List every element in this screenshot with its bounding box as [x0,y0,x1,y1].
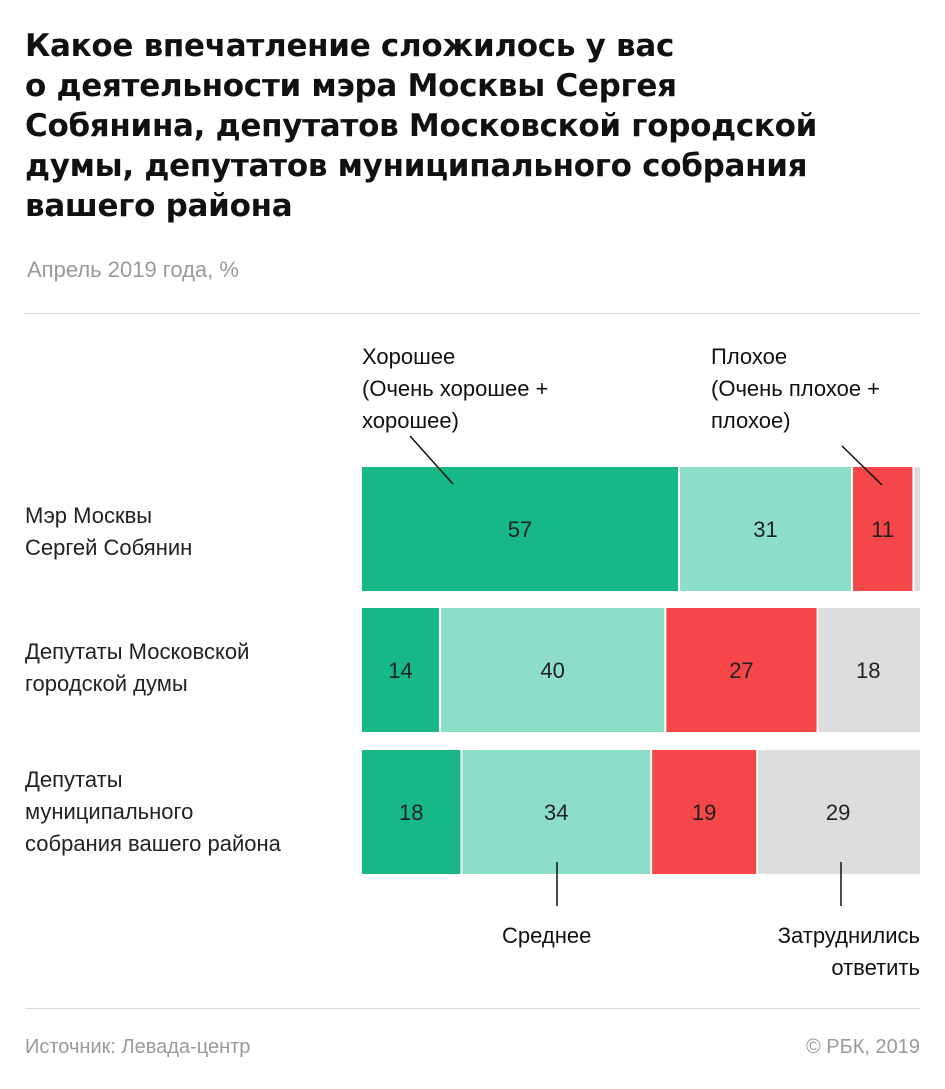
chart-subtitle: Апрель 2019 года, % [27,257,239,282]
data-label: 11 [871,517,894,542]
annotation-line: плохое) [711,408,791,433]
leader-lines [409,435,883,906]
row-label-line: собрания вашего района [25,831,281,856]
title-line: Какое впечатление сложилось у вас [25,28,675,64]
bar-segment [362,467,679,591]
data-label: 40 [540,658,564,683]
row-label-city-duma: Депутаты Московской городской думы [25,636,249,700]
row-label-mayor: Мэр Москвы Сергей Собянин [25,500,192,564]
row-label-line: Сергей Собянин [25,535,193,560]
top-divider [25,313,920,314]
data-label: 18 [399,800,423,825]
annotation-hard-to-answer: Затруднились ответить [778,920,920,984]
annotation-bad: Плохое (Очень плохое + плохое) [711,341,880,437]
data-label: 18 [856,658,880,683]
data-label: 34 [544,800,568,825]
bar-segment [666,608,817,732]
title-line: о деятельности мэра Москвы Сергея [25,68,677,104]
annotation-line: (Очень плохое + [711,376,881,401]
annotation-good: Хорошее (Очень хорошее + хорошее) [362,341,548,437]
bar-segment [462,750,651,874]
annotation-line: хорошее) [362,408,459,433]
annotation-line: Хорошее [362,344,456,369]
data-label: 27 [729,658,753,683]
title-line: думы, депутатов муниципального собрания [25,148,808,184]
annotation-line: (Очень хорошее + [362,376,549,401]
bar-segment [680,467,852,591]
data-label: 19 [692,800,716,825]
chart-title: Какое впечатление сложилось у вас о деят… [25,26,925,226]
bar-segment [362,750,461,874]
bar-segment [362,608,439,732]
bar-segment [818,608,920,732]
bar-segment [758,750,920,874]
title-line: Собянина, депутатов Московской городской [25,108,818,144]
row-label-line: городской думы [25,671,188,696]
annotation-line: Затруднились [777,923,920,948]
annotation-average: Среднее [502,923,592,948]
data-label: 57 [508,517,532,542]
bar-segment [652,750,757,874]
bar-segment [440,608,665,732]
data-label: 29 [826,800,850,825]
title-line: вашего района [25,188,293,224]
row-label-line: Депутаты [25,767,123,792]
bar-segment [914,467,920,591]
annotation-line: Плохое [711,344,788,369]
source-note: Источник: Левада-центр [25,1036,251,1058]
row-label-line: Депутаты Московской [25,639,250,664]
bar-segment [853,467,913,591]
bottom-divider [25,1008,920,1009]
bars-group: 57 31 11 14 40 27 18 18 34 19 29 [362,467,920,874]
data-label: 31 [753,517,777,542]
row-label-line: муниципального [25,799,194,824]
data-label: 14 [388,658,412,683]
leader-line-bad [841,445,883,486]
annotation-line: ответить [831,955,920,980]
leader-line-good [409,435,454,485]
row-label-line: Мэр Москвы [25,503,153,528]
row-label-municipal: Депутаты муниципального собрания вашего … [25,764,281,860]
copyright-note: © РБК, 2019 [805,1036,920,1058]
